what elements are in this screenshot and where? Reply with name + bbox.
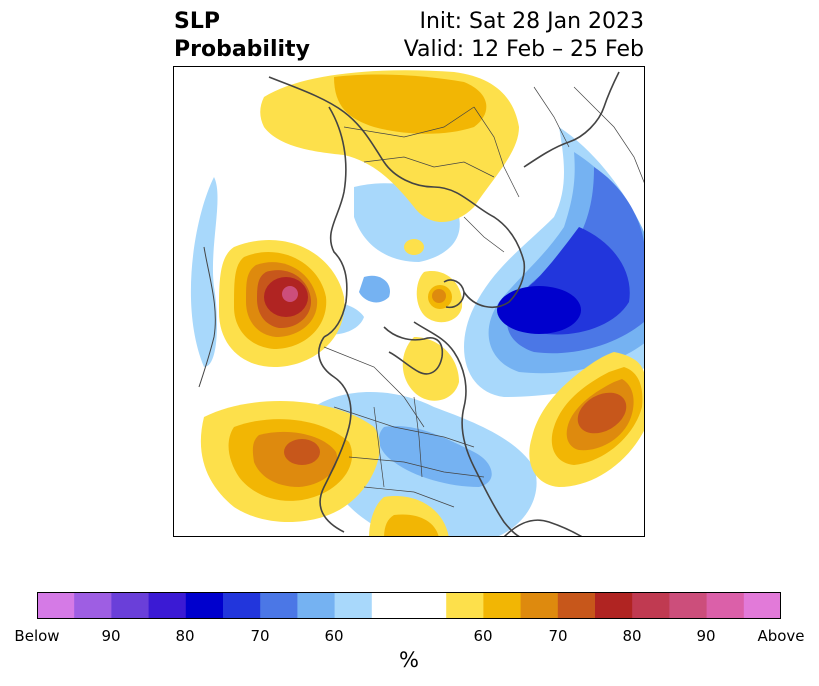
colorbar-segment <box>483 592 522 619</box>
colorbar-segment <box>148 592 187 619</box>
colorbar-tick: 60 <box>473 627 493 645</box>
init-date-label: Init: Sat 28 Jan 2023 <box>419 9 644 34</box>
colorbar-segment <box>334 592 373 619</box>
above-normal-anomalies <box>200 70 644 536</box>
border-3 <box>473 106 520 198</box>
border-11 <box>533 86 570 148</box>
country-borders <box>323 86 644 508</box>
colorbar-segment <box>185 592 224 619</box>
north-america-blue-inner <box>378 426 492 487</box>
coastline-islands <box>198 246 216 388</box>
border-7 <box>363 486 455 508</box>
border-8 <box>373 406 385 488</box>
coastline-hudson-bay <box>383 326 444 375</box>
colorbar-segment <box>557 592 596 619</box>
coastline-south-america <box>503 519 583 536</box>
colorbar-segment <box>297 592 336 619</box>
colorbar-tick: 90 <box>101 627 121 645</box>
atlantic-warm-core <box>577 392 627 434</box>
colorbar-tick: 60 <box>324 627 344 645</box>
colorbar <box>37 592 781 619</box>
border-10 <box>573 86 644 183</box>
colorbar-segment <box>260 592 298 619</box>
colorbar-segment <box>74 592 112 619</box>
title-variable: SLP <box>174 9 220 34</box>
colorbar-tick: Above <box>757 627 805 645</box>
coastline-north-america-east <box>413 321 520 536</box>
colorbar-segment <box>223 592 261 619</box>
pacific-blue-band <box>190 177 218 367</box>
colorbar-tick: 80 <box>175 627 195 645</box>
border-2 <box>363 156 495 178</box>
pacific-high-core <box>282 286 298 302</box>
map-title-right: Init: Sat 28 Jan 2023 Valid: 12 Feb – 25… <box>404 8 644 64</box>
colorbar-tick: Below <box>14 627 60 645</box>
arctic-blue-small <box>359 275 390 303</box>
hudson-bay-warm-patch <box>402 337 459 401</box>
colorbar-svg <box>37 592 781 619</box>
colorbar-segment <box>520 592 559 619</box>
colorbar-unit-label: % <box>399 648 419 672</box>
colorbar-segment <box>446 592 484 619</box>
probability-map <box>173 66 645 537</box>
mexico-warm-inner <box>384 514 439 536</box>
colorbar-border <box>37 592 781 619</box>
atlantic-blue-core <box>497 286 581 334</box>
coastline-greenland-south <box>443 279 465 309</box>
eurasia-warm-inner <box>334 74 487 134</box>
colorbar-segment <box>371 592 447 619</box>
colorbar-segment <box>595 592 633 619</box>
colorbar-segment <box>632 592 670 619</box>
border-5 <box>333 406 475 448</box>
colorbar-tick: 70 <box>250 627 270 645</box>
probability-map-svg <box>190 70 644 536</box>
valid-range-label: Valid: 12 Feb – 25 Feb <box>403 37 644 62</box>
border-9 <box>413 396 423 478</box>
colorbar-segment <box>706 592 745 619</box>
colorbar-segment <box>669 592 708 619</box>
colorbar-tick: 80 <box>622 627 642 645</box>
colorbar-tick: 70 <box>548 627 568 645</box>
coastline-north-america-west <box>318 336 352 533</box>
border-6 <box>348 456 485 478</box>
colorbar-segment <box>111 592 150 619</box>
title-product: Probability <box>174 37 310 62</box>
canada-warm-core <box>432 289 446 303</box>
coastlines <box>198 71 620 536</box>
colorbar-segment <box>37 592 75 619</box>
border-1 <box>343 106 475 138</box>
border-12 <box>463 216 505 253</box>
colorbar-segment <box>743 592 781 619</box>
border-4 <box>323 346 425 428</box>
colorbar-tick: 90 <box>696 627 716 645</box>
scandinavia-warm-patch <box>404 239 424 255</box>
coastline-europe-north <box>523 71 620 168</box>
map-title-left: SLP Probability <box>174 8 310 64</box>
coastline-pacific-asia <box>323 106 348 338</box>
coastline-eurasia <box>268 76 526 308</box>
eastern-pacific-warm-core <box>284 439 320 465</box>
